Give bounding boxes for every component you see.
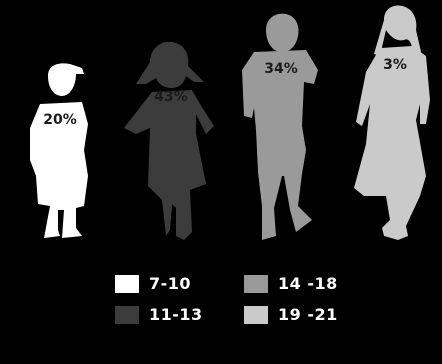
teen-boy-silhouette-icon <box>242 13 318 240</box>
legend-label: 14 -18 <box>278 274 338 293</box>
value-label-14-18: 34% <box>264 61 298 77</box>
boy-silhouette-icon <box>30 63 88 238</box>
legend-label: 11-13 <box>149 305 203 324</box>
young-woman-silhouette-icon <box>354 5 430 240</box>
legend-item-19-21: 19 -21 <box>244 305 338 324</box>
value-label-7-10: 20% <box>43 112 77 128</box>
legend-item-7-10: 7-10 <box>115 274 191 293</box>
legend-swatch <box>115 305 139 324</box>
girl-silhouette-icon <box>124 41 214 240</box>
value-label-11-13: 43% <box>154 89 188 105</box>
legend-item-11-13: 11-13 <box>115 305 203 324</box>
value-label-19-21: 3% <box>383 57 407 73</box>
legend-label: 19 -21 <box>278 305 338 324</box>
legend-swatch <box>244 274 268 293</box>
legend-label: 7-10 <box>149 274 192 293</box>
legend-item-14-18: 14 -18 <box>244 274 338 293</box>
legend-swatch <box>115 274 139 293</box>
legend-swatch <box>244 305 268 324</box>
